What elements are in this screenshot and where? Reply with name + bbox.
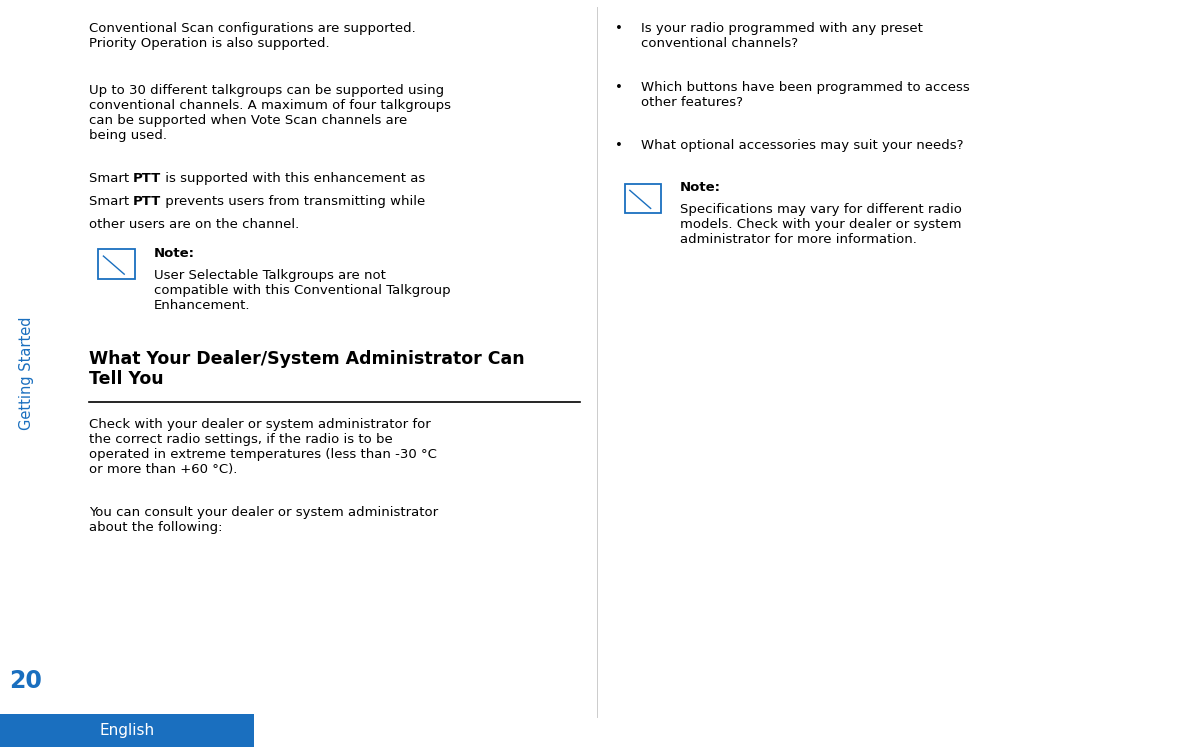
Text: English: English bbox=[99, 723, 154, 738]
Text: •: • bbox=[615, 22, 623, 35]
Text: •: • bbox=[615, 81, 623, 93]
FancyBboxPatch shape bbox=[0, 714, 254, 747]
Text: Smart: Smart bbox=[89, 172, 134, 185]
Text: •: • bbox=[615, 139, 623, 152]
Text: Smart: Smart bbox=[89, 195, 134, 208]
Text: Up to 30 different talkgroups can be supported using
conventional channels. A ma: Up to 30 different talkgroups can be sup… bbox=[89, 84, 451, 142]
Text: Note:: Note: bbox=[154, 247, 195, 259]
Text: You can consult your dealer or system administrator
about the following:: You can consult your dealer or system ad… bbox=[89, 506, 438, 534]
Text: PTT: PTT bbox=[134, 172, 161, 185]
Text: Conventional Scan configurations are supported.
Priority Operation is also suppo: Conventional Scan configurations are sup… bbox=[89, 22, 415, 50]
Text: Getting Started: Getting Started bbox=[19, 317, 33, 430]
Text: prevents users from transmitting while: prevents users from transmitting while bbox=[161, 195, 426, 208]
Text: Note:: Note: bbox=[680, 181, 722, 193]
Text: What Your Dealer/System Administrator Can
Tell You: What Your Dealer/System Administrator Ca… bbox=[89, 350, 524, 388]
Text: is supported with this enhancement as: is supported with this enhancement as bbox=[161, 172, 426, 185]
Text: User Selectable Talkgroups are not
compatible with this Conventional Talkgroup
E: User Selectable Talkgroups are not compa… bbox=[154, 269, 451, 312]
FancyBboxPatch shape bbox=[625, 184, 661, 214]
Text: Specifications may vary for different radio
models. Check with your dealer or sy: Specifications may vary for different ra… bbox=[680, 203, 962, 247]
Text: What optional accessories may suit your needs?: What optional accessories may suit your … bbox=[641, 139, 964, 152]
Text: Check with your dealer or system administrator for
the correct radio settings, i: Check with your dealer or system adminis… bbox=[89, 418, 437, 477]
Text: PTT: PTT bbox=[134, 195, 161, 208]
Text: Is your radio programmed with any preset
conventional channels?: Is your radio programmed with any preset… bbox=[641, 22, 923, 50]
Text: 20: 20 bbox=[9, 669, 43, 693]
FancyBboxPatch shape bbox=[98, 249, 135, 279]
Text: other users are on the channel.: other users are on the channel. bbox=[89, 218, 299, 231]
Text: Which buttons have been programmed to access
other features?: Which buttons have been programmed to ac… bbox=[641, 81, 970, 108]
